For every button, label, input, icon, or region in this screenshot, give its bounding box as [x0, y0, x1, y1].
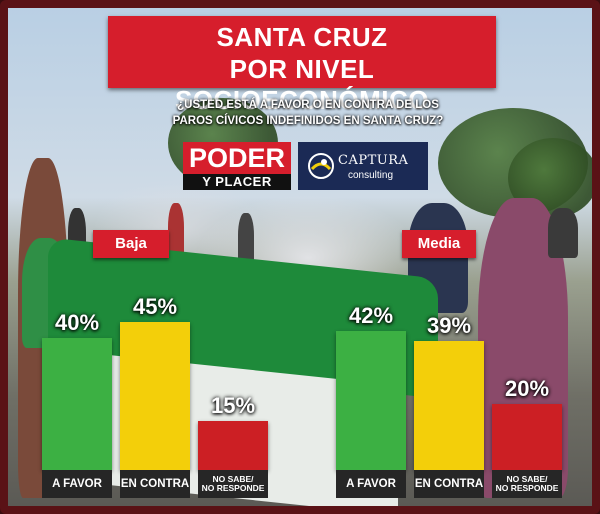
captura-globe-icon [308, 153, 334, 179]
bar-baja-2 [120, 321, 190, 470]
value-label-media-2: 39% [426, 313, 472, 339]
category-label-line: EN CONTRA [120, 477, 190, 490]
category-label-line: NO RESPONDE [201, 483, 265, 493]
category-label-media-2: EN CONTRA [414, 470, 484, 498]
bar-baja-3 [198, 420, 268, 470]
crowd-person [238, 213, 254, 268]
poder-logo-text: PODER [183, 142, 291, 174]
title-line-1: SANTA CRUZ [216, 22, 388, 52]
title-line-2: POR NIVEL SOCIOECONÓMICO [174, 54, 429, 115]
value-label-media-1: 42% [348, 303, 394, 329]
captura-consulting-logo: CAPTURA consulting [298, 142, 428, 190]
value-label-baja-3: 15% [210, 392, 256, 418]
category-label-baja-1: A FAVOR [42, 470, 112, 498]
bar-media-3 [492, 404, 562, 470]
category-label-line: NO SABE/ [506, 474, 548, 485]
poder-y-placer-logo: PODER Y PLACER [183, 142, 291, 190]
title-banner: SANTA CRUZ POR NIVEL SOCIOECONÓMICO [108, 16, 496, 115]
captura-logo-text: CAPTURA [338, 153, 409, 168]
category-label-line: EN CONTRA [414, 477, 484, 490]
captura-logo-subtext: consulting [348, 170, 394, 181]
category-label-baja-2: EN CONTRA [120, 470, 190, 498]
category-label-line: NO RESPONDE [495, 483, 559, 493]
category-label-line: NO SABE/ [212, 474, 254, 485]
question-line-2: PAROS CÍVICOS INDEFINIDOS EN SANTA CRUZ? [172, 115, 444, 127]
value-label-media-3: 20% [504, 376, 550, 401]
crowd-person [168, 203, 184, 263]
group-label-media: Media [402, 230, 476, 258]
question-line-1: ¿USTED ESTÁ A FAVOR O EN CONTRA DE LOS [177, 99, 439, 111]
category-label-media-1: A FAVOR [336, 470, 406, 498]
value-label-baja-1: 40% [54, 310, 100, 335]
category-label-line: A FAVOR [52, 477, 102, 490]
bar-baja-1 [42, 338, 112, 470]
bar-media-2 [414, 341, 484, 470]
category-label-baja-3: NO SABE/NO RESPONDE [198, 470, 268, 498]
bar-media-1 [336, 331, 406, 470]
category-label-media-3: NO SABE/NO RESPONDE [492, 470, 562, 498]
crowd-person [548, 208, 578, 258]
group-label-baja: Baja [93, 230, 169, 258]
poder-logo-subtext: Y PLACER [183, 174, 291, 190]
value-label-baja-2: 45% [132, 293, 178, 319]
category-label-line: A FAVOR [346, 477, 396, 490]
